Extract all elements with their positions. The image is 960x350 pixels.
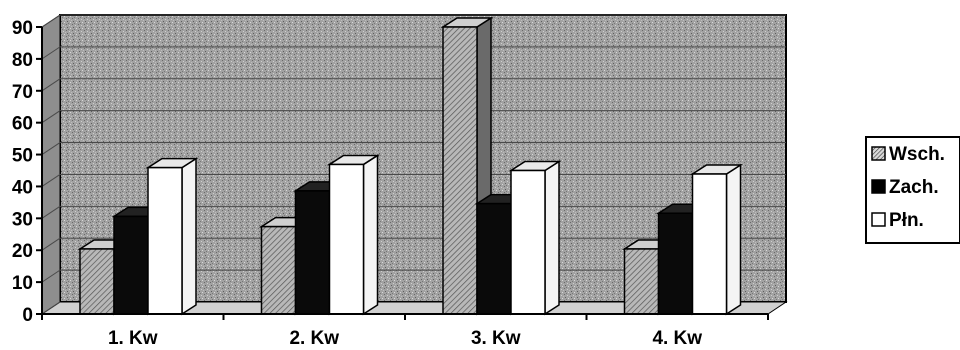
legend-swatch-zach: [871, 179, 886, 194]
legend-item-pln: Płn.: [871, 210, 924, 231]
gridline-side: [41, 46, 61, 60]
gridline-side: [41, 269, 61, 283]
bar-pln-1: [145, 157, 199, 316]
gridline-side: [41, 174, 61, 187]
bar-front-face: [113, 215, 149, 315]
bar-front-face: [294, 190, 331, 315]
y-tick-label: 60: [12, 114, 33, 135]
y-tick-label: 90: [12, 18, 33, 39]
gridline-side: [41, 205, 61, 219]
gridline-side: [41, 14, 61, 28]
bar-pln-3: [508, 160, 562, 316]
legend: Wsch. Zach. Płn.: [865, 136, 960, 244]
legend-label-pln: Płn.: [889, 210, 924, 231]
x-tick-label: 2. Kw: [289, 328, 339, 349]
x-tick-label: 4. Kw: [652, 328, 702, 349]
bar-side-face: [725, 163, 742, 316]
bar-wsch-4: [621, 238, 676, 316]
legend-swatch-wsch: [871, 146, 886, 161]
legend-label-wsch: Wsch.: [889, 144, 945, 165]
gridline-side: [41, 237, 61, 251]
bar-front-face: [79, 248, 115, 315]
bar-pln-4: [689, 163, 744, 316]
bar-front-face: [260, 225, 297, 315]
y-tick-label: 80: [12, 50, 33, 71]
x-tick-label: 3. Kw: [471, 328, 521, 349]
bar-front-face: [623, 248, 660, 315]
bar-front-face: [691, 173, 728, 315]
x-axis: 1. Kw 2. Kw 3. Kw 4. Kw: [41, 313, 769, 349]
bar-front-face: [147, 166, 183, 315]
legend-item-zach: Zach.: [871, 177, 939, 198]
bar-side-face: [181, 157, 197, 316]
y-tick-label: 0: [22, 305, 33, 326]
bar-front-face: [657, 212, 694, 315]
legend-swatch-pln: [871, 212, 886, 227]
bar-pln-2: [326, 154, 381, 316]
y-axis: 0 10 20 30 40 50 60 70 80 90: [12, 18, 43, 326]
legend-label-zach: Zach.: [889, 177, 939, 198]
y-tick-label: 30: [12, 209, 33, 230]
bar-front-face: [442, 26, 478, 315]
bar-side-face: [544, 160, 560, 316]
bars: [77, 16, 744, 316]
gridline-side: [41, 301, 61, 315]
y-tick-label: 10: [12, 273, 33, 294]
y-tick-label: 40: [12, 177, 33, 198]
gridline-side: [41, 78, 61, 92]
plot-side-wall: [41, 14, 61, 315]
gridline-side: [41, 110, 61, 124]
legend-item-wsch: Wsch.: [871, 144, 945, 165]
bar-front-face: [510, 169, 546, 315]
y-tick-label: 50: [12, 146, 33, 167]
bar-side-face: [362, 154, 379, 316]
bar-front-face: [476, 202, 512, 315]
x-tick-label: 1. Kw: [108, 328, 158, 349]
y-tick-label: 70: [12, 82, 33, 103]
bar-front-face: [328, 163, 365, 315]
y-tick-label: 20: [12, 241, 33, 262]
gridline-side: [41, 142, 61, 155]
